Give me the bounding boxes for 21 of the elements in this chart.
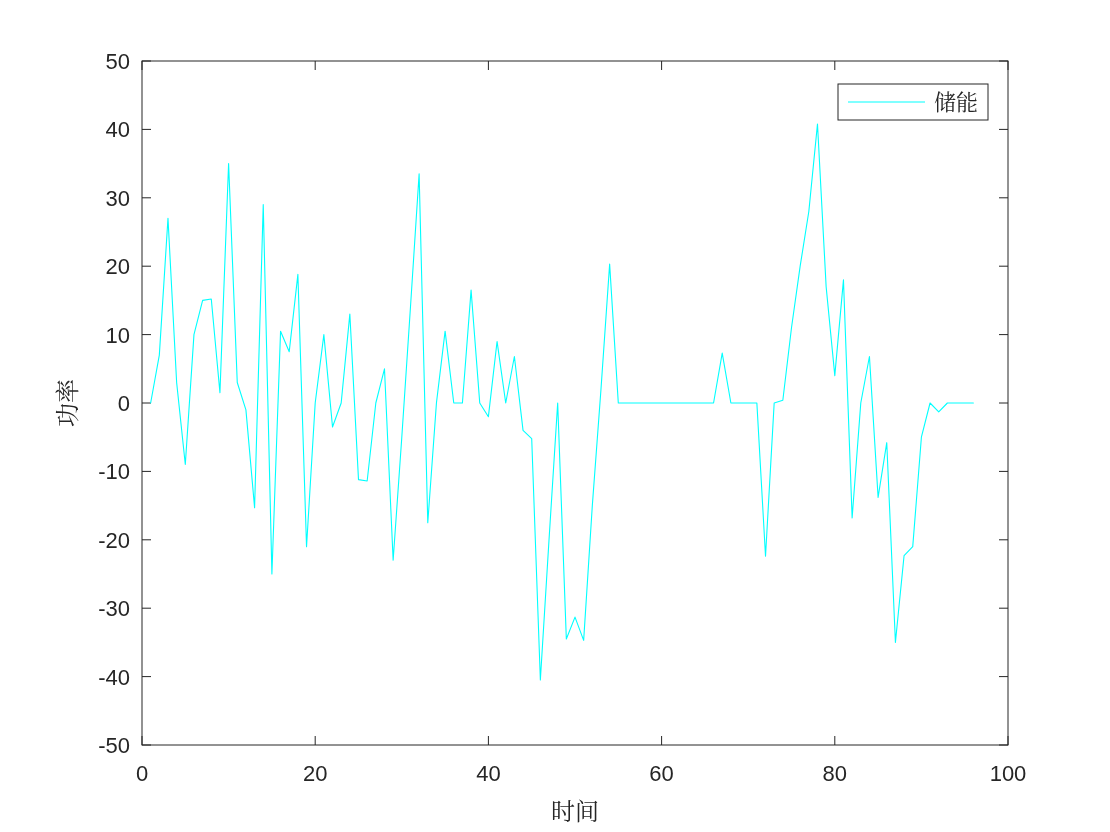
legend: 储能 [837,83,989,121]
y-tick-label: 0 [117,391,130,416]
ylabel: 功率 [55,379,81,427]
x-tick-label: 0 [135,761,149,786]
y-tick-label: 10 [105,322,130,348]
y-tick-label: -10 [98,459,130,485]
x-tick-label: 100 [989,761,1027,786]
x-tick-label: 40 [476,761,501,786]
y-tick-label: -30 [98,596,130,622]
y-tick-label: 20 [105,254,130,280]
y-tick-label: 50 [105,49,130,74]
xlabel: 时间 [551,799,599,825]
x-tick-label: 80 [822,761,848,786]
y-tick-label: 30 [105,185,130,211]
y-tick-label: 40 [105,117,130,143]
legend-label: 储能 [934,90,979,115]
y-tick-label: -50 [98,733,130,758]
y-tick-label: -20 [98,527,130,553]
y-tick-label: -40 [98,664,130,690]
x-tick-label: 60 [649,761,674,786]
x-tick-label: 20 [302,761,328,786]
